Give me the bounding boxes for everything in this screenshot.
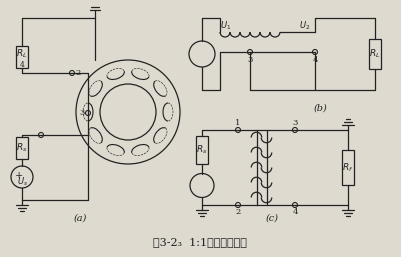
Text: 3: 3 (79, 109, 85, 117)
Text: 2: 2 (75, 69, 81, 77)
Bar (16, 137, 28, 159)
Text: (b): (b) (313, 104, 327, 113)
Circle shape (235, 127, 241, 133)
Text: (a): (a) (73, 214, 87, 223)
Text: 图3-2₃  1:1传输线变压器: 图3-2₃ 1:1传输线变压器 (153, 237, 247, 247)
Circle shape (312, 50, 318, 54)
Circle shape (235, 203, 241, 207)
Circle shape (38, 133, 43, 137)
Text: 4: 4 (292, 208, 298, 216)
Text: 2: 2 (235, 208, 241, 216)
Text: $R_f$: $R_f$ (342, 161, 354, 174)
Bar (16, 46, 28, 68)
Circle shape (189, 41, 215, 67)
Text: $R_s$: $R_s$ (196, 143, 208, 156)
Circle shape (85, 111, 91, 115)
Circle shape (100, 84, 156, 140)
Text: $R_s$: $R_s$ (16, 142, 28, 154)
Text: $R_L$: $R_L$ (16, 48, 28, 60)
Circle shape (247, 50, 253, 54)
Text: 1: 1 (235, 119, 241, 127)
Bar (342, 150, 354, 185)
Circle shape (190, 173, 214, 197)
Text: 3: 3 (247, 56, 253, 64)
Text: $U_s$: $U_s$ (18, 176, 28, 188)
Circle shape (11, 166, 33, 188)
Bar (196, 135, 208, 163)
Text: $U_1$: $U_1$ (221, 20, 232, 32)
Text: 4: 4 (312, 56, 318, 64)
Bar (369, 39, 381, 69)
Text: 4: 4 (20, 61, 24, 69)
Text: 3: 3 (292, 119, 298, 127)
Circle shape (69, 70, 75, 76)
Text: (c): (c) (265, 214, 279, 223)
Circle shape (292, 203, 298, 207)
Circle shape (292, 127, 298, 133)
Text: $R_L$: $R_L$ (369, 48, 381, 60)
Text: +: + (15, 170, 23, 179)
Text: $U_2$: $U_2$ (300, 20, 311, 32)
